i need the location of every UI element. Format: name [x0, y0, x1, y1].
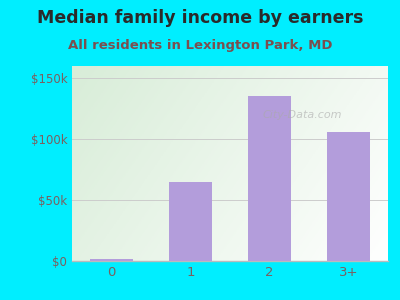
Text: City-Data.com: City-Data.com [263, 110, 342, 120]
Bar [327, 132, 370, 261]
Bar [169, 182, 212, 261]
Text: All residents in Lexington Park, MD: All residents in Lexington Park, MD [68, 39, 332, 52]
Bar [90, 259, 133, 261]
Bar [248, 97, 291, 261]
Text: Median family income by earners: Median family income by earners [37, 9, 363, 27]
